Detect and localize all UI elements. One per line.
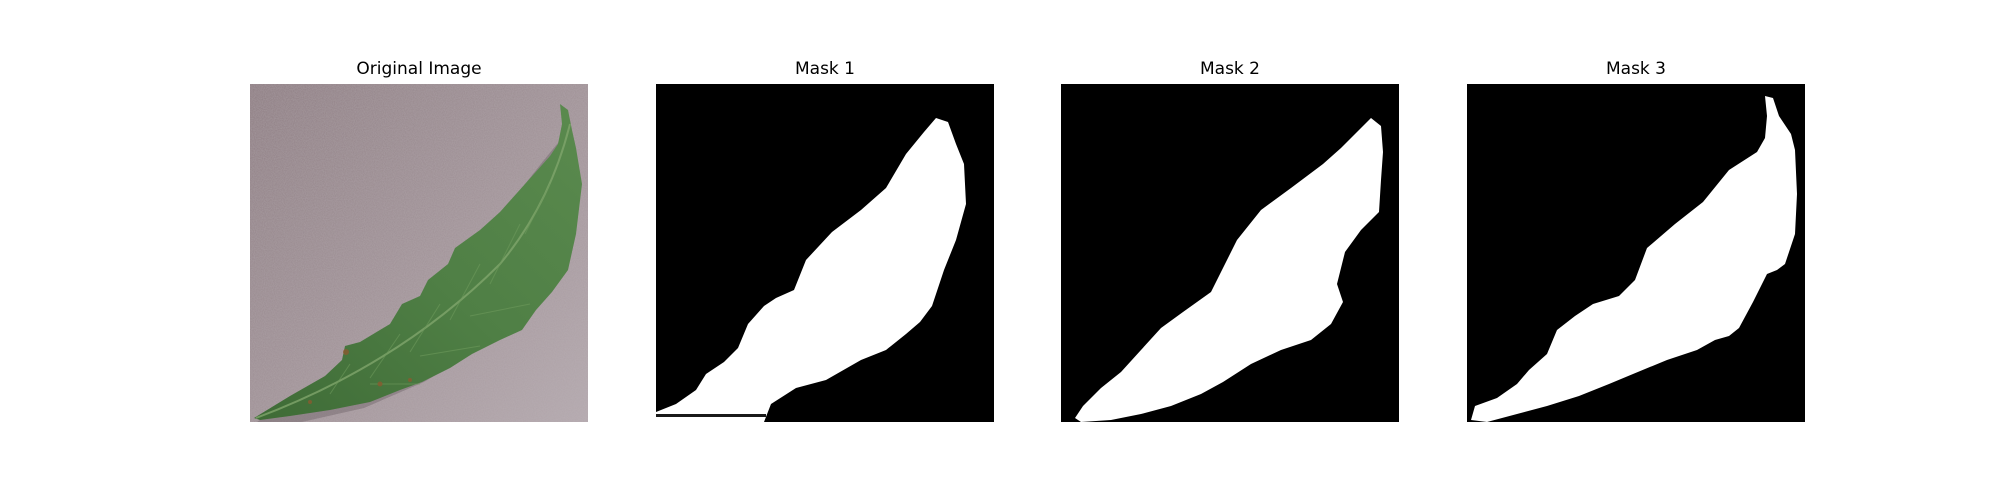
leaf-midrib <box>255 123 571 419</box>
mask-3-image <box>1467 84 1805 422</box>
mask-1-region <box>656 118 966 422</box>
mask-3-region <box>1471 96 1797 422</box>
leaf-spots <box>308 349 412 404</box>
panel-title-original: Original Image <box>356 59 482 79</box>
panel-title-mask-2: Mask 2 <box>1199 59 1260 79</box>
original-image <box>250 84 588 422</box>
panel-title-mask-3: Mask 3 <box>1605 59 1666 79</box>
mask-1-image <box>656 84 994 422</box>
leaf-veins <box>329 183 551 395</box>
panel-title-mask-1: Mask 1 <box>794 59 855 79</box>
mask-2-image <box>1061 84 1399 422</box>
leaf <box>254 104 582 420</box>
mask-2-region <box>1075 118 1383 422</box>
